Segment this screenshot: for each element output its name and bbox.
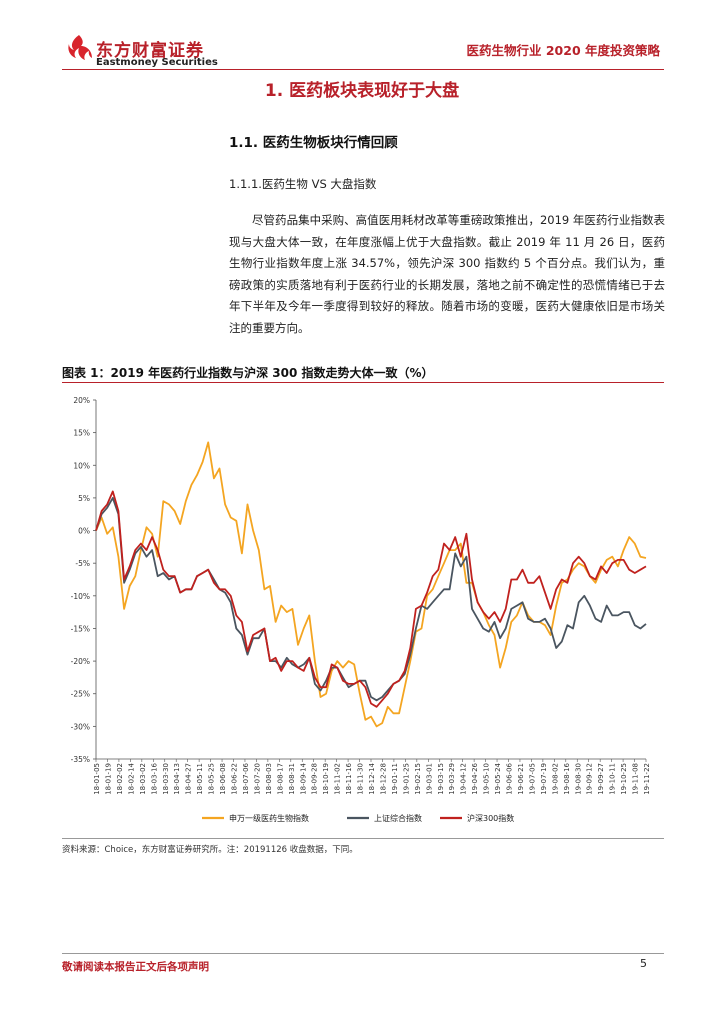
x-tick-label: 18-05-25 bbox=[208, 763, 216, 795]
x-tick-label: 19-11-08 bbox=[632, 763, 640, 795]
report-title: 医药生物行业 2020 年度投资策略 bbox=[466, 43, 661, 58]
y-tick-label: 15% bbox=[73, 429, 90, 438]
y-tick-label: 10% bbox=[73, 461, 90, 470]
x-tick-label: 18-01-19 bbox=[104, 763, 112, 795]
y-tick-label: -20% bbox=[71, 657, 90, 666]
x-tick-label: 18-03-16 bbox=[150, 762, 158, 794]
x-tick-label: 19-10-25 bbox=[620, 763, 628, 795]
x-tick-label: 19-07-19 bbox=[540, 763, 548, 795]
x-tick-label: 18-02-14 bbox=[127, 762, 135, 794]
x-tick-label: 18-07-06 bbox=[242, 762, 250, 794]
y-tick-label: 5% bbox=[78, 494, 90, 503]
x-tick-label: 18-09-28 bbox=[311, 763, 319, 795]
x-tick-label: 19-05-24 bbox=[494, 762, 502, 794]
x-tick-label: 18-06-08 bbox=[219, 763, 227, 795]
x-tick-label: 19-11-22 bbox=[643, 763, 651, 795]
x-tick-label: 19-01-25 bbox=[402, 763, 410, 795]
x-tick-label: 19-08-02 bbox=[551, 763, 559, 795]
x-tick-label: 19-05-10 bbox=[483, 763, 491, 795]
footer-divider bbox=[62, 953, 664, 954]
x-tick-label: 19-04-12 bbox=[460, 763, 468, 795]
x-tick-label: 18-01-05 bbox=[93, 763, 101, 795]
x-tick-label: 18-11-30 bbox=[357, 763, 365, 795]
brand-name-cn: 东方财富证券 bbox=[96, 41, 204, 61]
x-tick-label: 19-08-16 bbox=[563, 762, 571, 794]
header-divider bbox=[62, 69, 664, 70]
legend-label: 申万一级医药生物指数 bbox=[229, 813, 309, 823]
x-tick-label: 18-07-20 bbox=[253, 763, 261, 795]
figure-bottom-rule bbox=[62, 838, 664, 839]
x-tick-label: 19-09-12 bbox=[586, 763, 594, 795]
x-tick-label: 19-09-27 bbox=[597, 763, 605, 795]
section-heading: 1. 医药板块表现好于大盘 bbox=[264, 81, 460, 101]
x-tick-label: 18-12-28 bbox=[379, 763, 387, 795]
figure-title: 图表 1：2019 年医药行业指数与沪深 300 指数走势大体一致（%） bbox=[62, 366, 434, 380]
series-line-2 bbox=[95, 497, 647, 702]
x-tick-label: 18-04-27 bbox=[185, 763, 193, 795]
x-tick-label: 19-06-21 bbox=[517, 763, 525, 795]
eastmoney-logo-icon bbox=[68, 35, 92, 60]
x-tick-label: 18-11-02 bbox=[334, 763, 342, 795]
brand-name-en: Eastmoney Securities bbox=[96, 57, 218, 68]
x-tick-label: 18-08-31 bbox=[288, 763, 296, 795]
x-tick-label: 19-04-26 bbox=[471, 762, 479, 794]
body-paragraph-text: 尽管药品集中采购、高值医用耗材改革等重磅政策推出，2019 年医药行业指数表现与… bbox=[229, 213, 665, 335]
legend-label: 上证综合指数 bbox=[374, 813, 422, 823]
series-line-3 bbox=[95, 490, 647, 708]
x-tick-label: 18-05-11 bbox=[196, 763, 204, 795]
page-number: 5 bbox=[640, 957, 647, 970]
subsection-heading: 1.1. 医药生物板块行情回顾 bbox=[229, 135, 398, 151]
y-tick-label: -5% bbox=[75, 559, 90, 568]
x-tick-label: 18-08-17 bbox=[276, 763, 284, 795]
y-tick-label: -35% bbox=[71, 755, 90, 764]
index-comparison-chart: 20% 15% 10% 5% 0% -5% -10% -15% -20% -25% -30% -35%… bbox=[71, 396, 651, 823]
x-tick-label: 19-10-11 bbox=[609, 763, 617, 795]
y-tick-label: -30% bbox=[71, 722, 90, 731]
y-tick-label: -15% bbox=[71, 624, 90, 633]
x-tick-label: 18-09-14 bbox=[299, 762, 307, 794]
sub-subsection-heading: 1.1.1.医药生物 VS 大盘指数 bbox=[229, 177, 377, 191]
x-tick-label: 19-03-01 bbox=[425, 763, 433, 795]
x-tick-label: 19-03-15 bbox=[437, 763, 445, 795]
y-tick-label: -25% bbox=[71, 690, 90, 699]
y-tick-label: -10% bbox=[71, 592, 90, 601]
figure-source-note: 资料来源：Choice，东方财富证券研究所。注：20191126 收盘数据，下同… bbox=[62, 845, 358, 855]
x-tick-label: 18-11-16 bbox=[345, 762, 353, 794]
x-tick-label: 18-10-19 bbox=[322, 763, 330, 795]
x-tick-label: 19-06-06 bbox=[506, 762, 514, 794]
figure-top-rule bbox=[62, 382, 664, 383]
x-tick-label: 19-03-29 bbox=[448, 763, 456, 795]
footer-disclaimer: 敬请阅读本报告正文后各项声明 bbox=[62, 961, 209, 973]
x-tick-label: 19-01-11 bbox=[391, 763, 399, 795]
x-tick-label: 18-02-02 bbox=[116, 763, 124, 795]
series-line-1 bbox=[95, 441, 647, 728]
x-tick-label: 19-08-30 bbox=[574, 763, 582, 795]
body-paragraph: 尽管药品集中采购、高值医用耗材改革等重磅政策推出，2019 年医药行业指数表现与… bbox=[229, 210, 665, 339]
x-tick-label: 18-06-22 bbox=[231, 763, 239, 795]
x-tick-label: 18-03-02 bbox=[139, 763, 147, 795]
x-tick-label: 18-04-13 bbox=[173, 763, 181, 795]
legend-label: 沪深300指数 bbox=[467, 813, 514, 823]
y-tick-label: 0% bbox=[78, 527, 90, 536]
y-tick-label: 20% bbox=[73, 396, 90, 405]
x-tick-label: 18-12-14 bbox=[368, 762, 376, 794]
x-tick-label: 18-08-03 bbox=[265, 763, 273, 795]
x-tick-label: 19-07-05 bbox=[528, 763, 536, 795]
x-tick-label: 19-02-15 bbox=[414, 763, 422, 795]
x-tick-label: 18-03-30 bbox=[162, 763, 170, 795]
